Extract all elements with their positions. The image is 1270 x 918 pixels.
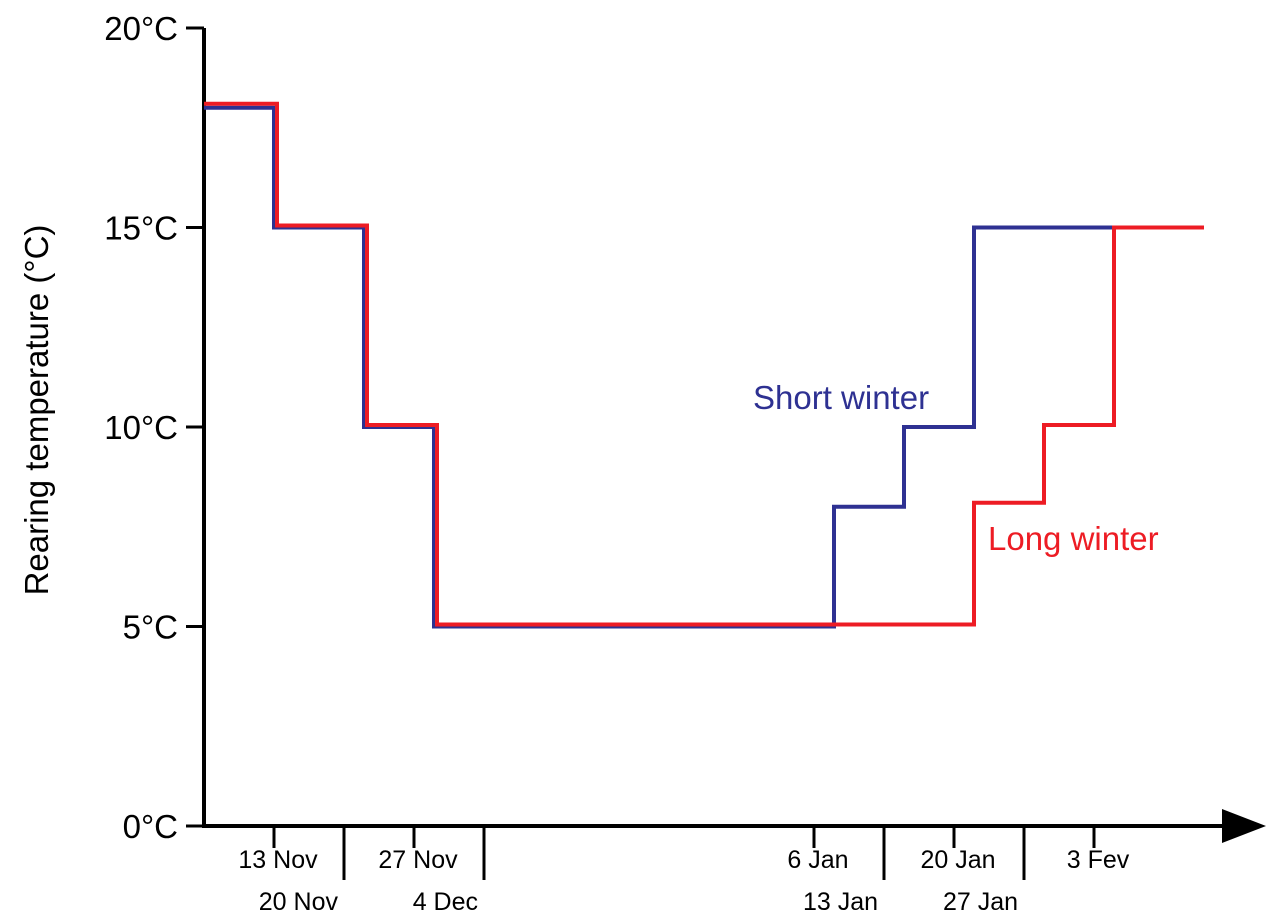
y-tick-label: 0°C	[123, 808, 178, 845]
x-axis-arrowhead	[1222, 809, 1266, 843]
series-label-short-winter: Short winter	[753, 379, 929, 416]
x-tick-label: 6 Jan	[787, 846, 848, 874]
x-tick-label: 20 Nov	[259, 888, 339, 916]
y-axis-label: Rearing temperature (°C)	[18, 225, 55, 596]
y-tick-label: 10°C	[104, 409, 178, 446]
series-line-long-winter	[204, 101, 1204, 627]
series-lines	[204, 101, 1204, 629]
x-tick-label: 20 Jan	[920, 846, 995, 874]
y-axis-ticks: 0°C 5°C 10°C 15°C 20°C	[104, 10, 204, 845]
series-label-long-winter: Long winter	[988, 520, 1159, 557]
x-tick-label: 27 Jan	[943, 888, 1018, 916]
y-tick-label: 20°C	[104, 10, 178, 47]
x-axis-ticks: 13 Nov 20 Nov 27 Nov 4 Dec 6 Jan 13 Jan 20 Jan…	[238, 826, 1130, 916]
y-tick-label: 15°C	[104, 210, 178, 247]
x-tick-label: 13 Jan	[803, 888, 878, 916]
x-tick-label: 13 Nov	[238, 846, 318, 874]
y-tick-label: 5°C	[123, 609, 178, 646]
x-tick-label: 3 Fev	[1067, 846, 1130, 874]
x-tick-label: 4 Dec	[413, 888, 478, 916]
x-tick-label: 27 Nov	[378, 846, 458, 874]
